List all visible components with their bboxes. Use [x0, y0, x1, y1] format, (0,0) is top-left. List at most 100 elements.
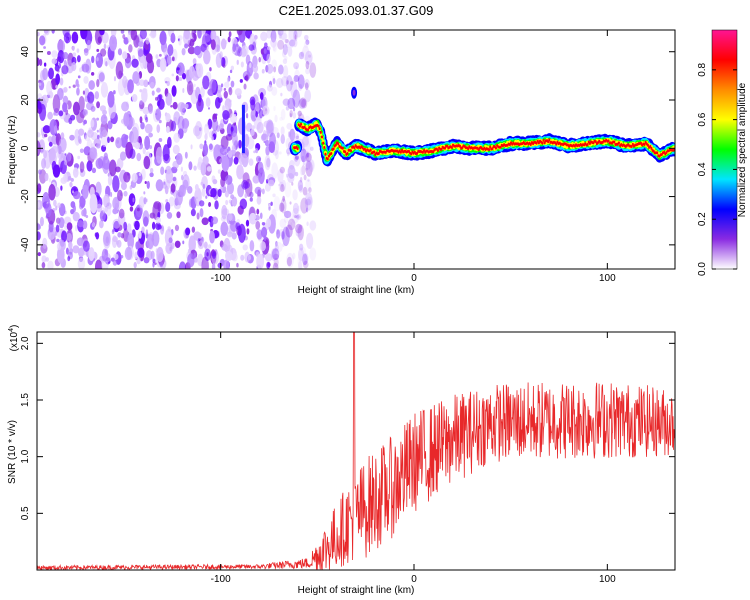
noise-blob: [61, 65, 69, 75]
noise-blob: [271, 75, 275, 82]
noise-blob: [261, 188, 265, 195]
trace-mark: [458, 144, 462, 148]
trace-mark: [436, 148, 440, 152]
noise-blob: [82, 90, 85, 95]
noise-blob: [272, 122, 276, 130]
noise-blob: [43, 62, 47, 67]
noise-blob: [202, 30, 206, 34]
trace-mark: [491, 147, 494, 151]
noise-blob: [175, 75, 179, 82]
trace-mark: [586, 142, 589, 146]
noise-blob: [192, 58, 197, 65]
noise-blob: [171, 73, 175, 77]
noise-blob: [134, 251, 138, 260]
trace-mark: [650, 146, 653, 150]
noise-blob: [301, 155, 305, 163]
noise-blob: [292, 107, 296, 112]
noise-blob: [70, 178, 74, 182]
noise-blob: [287, 131, 291, 138]
noise-blob: [156, 124, 161, 133]
noise-blob: [138, 172, 141, 177]
noise-blob: [131, 93, 138, 103]
noise-blob: [163, 47, 168, 57]
noise-blob: [101, 248, 108, 262]
noise-blob: [231, 252, 238, 262]
noise-blob: [167, 136, 172, 149]
noise-blob: [240, 36, 244, 41]
noise-blob: [222, 63, 226, 68]
trace-mark: [298, 124, 301, 128]
noise-blob: [46, 51, 51, 56]
noise-blob: [196, 63, 204, 78]
noise-blob: [138, 196, 145, 209]
noise-blob: [237, 223, 246, 243]
noise-blob: [300, 148, 307, 163]
noise-blob: [113, 76, 117, 82]
trace-mark: [656, 151, 659, 155]
noise-blob: [201, 187, 206, 197]
noise-blob: [230, 194, 235, 200]
noise-blob: [270, 30, 277, 43]
noise-blob: [136, 66, 140, 73]
trace-mark: [320, 135, 324, 139]
noise-blob: [166, 55, 172, 65]
trace-mark: [443, 146, 446, 150]
trace-mark: [555, 142, 558, 146]
noise-blob: [158, 119, 162, 124]
noise-blob: [53, 125, 58, 134]
noise-blob: [122, 34, 126, 40]
noise-blob: [210, 30, 217, 42]
noise-blob: [280, 198, 287, 214]
noise-blob: [273, 253, 280, 260]
noise-blob: [240, 154, 248, 164]
noise-blob: [128, 193, 136, 207]
noise-blob: [295, 135, 299, 140]
noise-blob: [236, 164, 244, 180]
noise-blob: [302, 136, 309, 148]
noise-blob: [307, 179, 310, 182]
noise-blob: [139, 55, 146, 69]
noise-blob: [152, 258, 156, 264]
noise-blob: [112, 175, 120, 193]
noise-blob: [196, 212, 200, 220]
noise-blob: [53, 112, 56, 116]
noise-blob: [297, 110, 302, 117]
noise-blob: [72, 191, 81, 200]
noise-blob: [194, 183, 199, 191]
noise-blob: [281, 49, 286, 58]
noise-blob: [220, 177, 226, 188]
y-tick-label: -40: [20, 237, 31, 252]
colorbar: 0.0 0.2 0.4 0.6 0.8 Normalized spectral ampl…: [697, 29, 748, 276]
noise-blob: [178, 261, 187, 269]
noise-blob: [211, 136, 214, 141]
noise-blob: [110, 257, 115, 262]
noise-blob: [250, 99, 256, 111]
noise-blob: [57, 39, 66, 53]
noise-blob: [66, 222, 73, 231]
noise-blob: [100, 48, 107, 57]
noise-blob: [143, 155, 151, 170]
noise-blob: [94, 259, 103, 269]
noise-blob: [224, 174, 233, 186]
colorbar-tick-label: 0.2: [697, 212, 708, 226]
noise-blob: [217, 262, 223, 269]
x-tick-label: 100: [599, 273, 616, 284]
trace-mark: [617, 141, 620, 145]
noise-blob: [239, 198, 248, 210]
noise-blob: [219, 146, 228, 156]
noise-blob: [77, 135, 82, 143]
noise-blob: [176, 211, 181, 219]
noise-blob: [198, 93, 202, 103]
noise-blob: [286, 122, 293, 130]
noise-blob: [155, 146, 163, 164]
spectrogram-frame: [36, 29, 676, 270]
noise-blob: [286, 252, 294, 268]
noise-blob: [172, 144, 180, 155]
noise-blob: [157, 211, 161, 219]
noise-blob: [85, 214, 89, 219]
noise-blob: [95, 143, 101, 149]
noise-blob: [297, 74, 305, 89]
noise-blob: [98, 126, 107, 135]
noise-blob: [232, 132, 238, 147]
noise-blob: [159, 261, 164, 268]
